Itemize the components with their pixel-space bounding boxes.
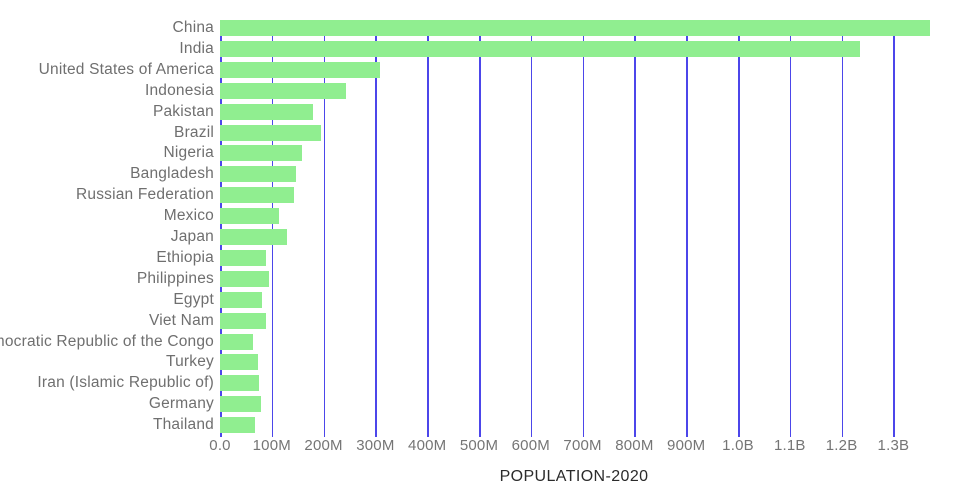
category-label: Indonesia: [144, 81, 214, 99]
x-tick-label: 300M: [356, 437, 395, 454]
gridline-900M: [686, 20, 688, 437]
category-label-row: Democratic Republic of the Congo: [0, 332, 214, 352]
gridline-100M: [271, 20, 274, 437]
bar[interactable]: [220, 124, 321, 141]
x-tick-label: 700M: [563, 437, 602, 454]
bar[interactable]: [220, 312, 267, 329]
category-label: Brazil: [174, 123, 214, 141]
category-label-row: Nigeria: [0, 143, 214, 163]
category-label: Egypt: [173, 290, 214, 308]
category-label: Russian Federation: [75, 186, 214, 204]
category-label: Pakistan: [152, 102, 214, 120]
category-label-row: Indonesia: [0, 81, 214, 101]
gridline-700M: [582, 20, 585, 437]
gridline-0.0: [220, 20, 222, 437]
bar[interactable]: [220, 375, 259, 392]
category-label: Bangladesh: [130, 165, 214, 183]
bar[interactable]: [220, 249, 267, 266]
bar[interactable]: [220, 40, 860, 57]
x-tick-label: 900M: [667, 437, 706, 454]
x-tick-label: 500M: [459, 437, 499, 454]
category-label-row: Germany: [0, 394, 214, 414]
category-label-row: Iran (Islamic Republic of): [0, 373, 214, 393]
bar[interactable]: [220, 291, 263, 308]
category-label-row: Ethiopia: [0, 248, 214, 268]
bar[interactable]: [220, 20, 931, 36]
bar[interactable]: [220, 166, 297, 183]
bar[interactable]: [220, 103, 313, 120]
gridline-300M: [375, 20, 377, 437]
category-label-row: Pakistan: [0, 102, 214, 122]
category-label: Democratic Republic of the Congo: [0, 332, 214, 350]
x-axis-title: POPULATION-2020: [499, 468, 649, 485]
category-label-row: Mexico: [0, 206, 214, 226]
gridline-200M: [323, 20, 326, 437]
category-label: Nigeria: [163, 144, 214, 162]
x-tick-label: 1.1B: [773, 437, 806, 454]
category-label-row: Egypt: [0, 290, 214, 310]
x-tick-label: 1.3B: [877, 437, 910, 454]
category-label: Iran (Islamic Republic of): [37, 374, 214, 392]
gridline-800M: [634, 20, 636, 437]
bar[interactable]: [220, 145, 303, 162]
category-label: India: [179, 39, 214, 57]
category-label-row: Russian Federation: [0, 185, 214, 205]
x-tick-label: 100M: [252, 437, 291, 454]
gridline-1.1B: [789, 20, 792, 437]
category-label: Mexico: [163, 207, 214, 225]
category-label: Turkey: [166, 353, 214, 371]
bar[interactable]: [220, 396, 262, 413]
category-label-row: Brazil: [0, 123, 214, 143]
category-label-row: India: [0, 39, 214, 59]
bar[interactable]: [220, 354, 258, 371]
category-label-row: Philippines: [0, 269, 214, 289]
category-label-row: China: [0, 18, 214, 38]
x-tick-label: 800M: [615, 437, 654, 454]
category-label-row: Bangladesh: [0, 164, 214, 184]
bar[interactable]: [220, 61, 381, 78]
category-label: Ethiopia: [156, 248, 214, 266]
bar[interactable]: [220, 270, 270, 287]
category-label-row: Japan: [0, 227, 214, 247]
category-label-row: Viet Nam: [0, 311, 214, 331]
category-label-row: Thailand: [0, 415, 214, 435]
category-label: Germany: [148, 395, 214, 413]
bar[interactable]: [220, 333, 254, 350]
x-tick-label: 1.2B: [825, 437, 858, 454]
x-tick-label: 1.0B: [722, 437, 754, 454]
category-label-row: United States of America: [0, 60, 214, 80]
x-tick-label: 200M: [304, 437, 343, 454]
bar[interactable]: [220, 82, 346, 99]
category-label: China: [172, 19, 214, 36]
bar[interactable]: [220, 208, 279, 225]
gridline-1.2B: [841, 20, 844, 437]
category-label: Viet Nam: [148, 311, 214, 329]
category-label: United States of America: [38, 60, 214, 78]
category-label-row: Turkey: [0, 352, 214, 372]
x-tick-label: 400M: [408, 437, 447, 454]
bar[interactable]: [220, 229, 287, 245]
category-label: Japan: [170, 228, 214, 245]
bar[interactable]: [220, 187, 295, 204]
category-label: Thailand: [152, 416, 214, 434]
gridline-400M: [427, 20, 429, 437]
category-label: Philippines: [136, 269, 214, 287]
gridline-1.0B: [738, 20, 740, 437]
gridline-500M: [479, 20, 481, 437]
x-tick-label: 0.0: [209, 437, 231, 454]
x-tick-label: 600M: [511, 437, 550, 454]
gridline-1.3B: [893, 20, 895, 437]
bar[interactable]: [220, 417, 255, 434]
gridline-600M: [530, 20, 533, 437]
